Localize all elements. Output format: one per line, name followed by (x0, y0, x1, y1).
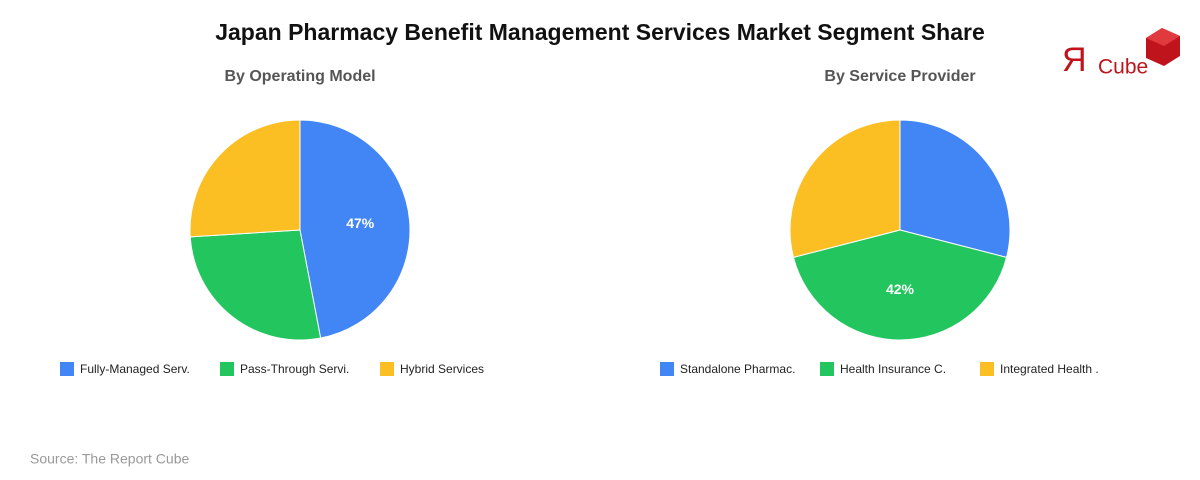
legend-swatch (220, 362, 234, 376)
legend-label: Fully-Managed Serv. (80, 362, 190, 376)
legend-label: Standalone Pharmac. (680, 362, 795, 376)
legend-swatch (380, 362, 394, 376)
legend-label: Pass-Through Servi. (240, 362, 349, 376)
pie-slice (189, 229, 322, 341)
source: Source: The Report Cube (30, 451, 189, 467)
data-label: 42% (886, 281, 915, 297)
pie-slice (899, 119, 1011, 258)
pie-slice (189, 119, 301, 238)
legend-swatch (820, 362, 834, 376)
legend-swatch (980, 362, 994, 376)
logo-mark: Я (1062, 41, 1087, 79)
data-label: 47% (346, 215, 375, 231)
pie-slice (792, 229, 1008, 341)
legend-label: Health Insurance C. (840, 362, 946, 376)
page-title: Japan Pharmacy Benefit Management Servic… (215, 19, 985, 45)
logo: Я Cube (1062, 28, 1180, 79)
chart-subtitle: By Service Provider (824, 68, 975, 85)
legend-label: Hybrid Services (400, 362, 484, 376)
pie-slice (299, 119, 411, 339)
legend-swatch (660, 362, 674, 376)
logo-cube-top (1146, 28, 1180, 46)
logo-text: Cube (1098, 56, 1148, 79)
chart-subtitle: By Operating Model (224, 68, 375, 85)
pie-slice (789, 119, 901, 258)
legend-label: Integrated Health . (1000, 362, 1099, 376)
legend-swatch (60, 362, 74, 376)
